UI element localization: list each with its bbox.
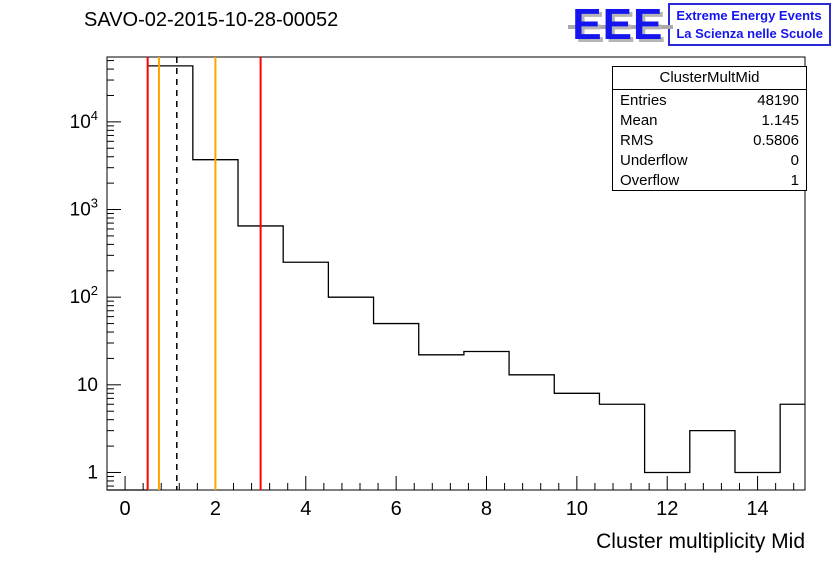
stats-box-title: ClusterMultMid <box>613 67 806 90</box>
stats-row-rms: RMS 0.5806 <box>613 130 806 150</box>
stats-value: 1 <box>790 172 799 189</box>
histogram-line <box>107 65 805 491</box>
eee-logo: EEE Extreme Energy Events La Scienza nel… <box>568 2 831 47</box>
x-axis-title: Cluster multiplicity Mid <box>596 530 805 553</box>
x-tick-label: 10 <box>566 498 588 520</box>
eee-logo-text: EEE <box>572 0 664 49</box>
x-tick-label: 4 <box>300 498 311 520</box>
plot-title: SAVO-02-2015-10-28-00052 <box>84 9 339 31</box>
plot-frame <box>106 56 806 491</box>
stats-label: RMS <box>620 132 654 149</box>
stats-value: 1.145 <box>761 112 799 129</box>
stats-row-overflow: Overflow 1 <box>613 170 806 190</box>
x-tick-label: 12 <box>656 498 678 520</box>
x-tick-label: 0 <box>120 498 131 520</box>
stats-label: Mean <box>620 112 658 129</box>
x-tick-label: 14 <box>746 498 768 520</box>
stats-value: 48190 <box>757 92 799 109</box>
stats-row-mean: Mean 1.145 <box>613 110 806 130</box>
stats-label: Overflow <box>620 172 680 189</box>
stats-label: Entries <box>620 92 667 109</box>
eee-logo-line1: Extreme Energy Events <box>676 8 822 23</box>
eee-logo-letters-wrap: EEE <box>568 2 674 46</box>
y-tick-label: 103 <box>70 196 98 221</box>
stats-value: 0.5806 <box>753 132 799 149</box>
eee-logo-stripe <box>568 24 674 29</box>
stats-value: 0 <box>790 152 799 169</box>
y-tick-label: 102 <box>70 283 98 308</box>
stats-label: Underflow <box>620 152 688 169</box>
y-tick-label: 10 <box>77 375 98 396</box>
y-tick-label: 1 <box>87 462 98 483</box>
y-axis: 1 10 102 103 104 <box>70 60 121 487</box>
y-tick-label: 104 <box>70 108 98 133</box>
eee-logo-line2: La Scienza nelle Scuole <box>676 25 823 41</box>
stats-row-entries: Entries 48190 <box>613 90 806 110</box>
x-tick-label: 6 <box>391 498 402 520</box>
stats-row-underflow: Underflow 0 <box>613 150 806 170</box>
eee-logo-caption-box: Extreme Energy Events La Scienza nelle S… <box>668 3 831 47</box>
x-tick-label: 8 <box>481 498 492 520</box>
x-tick-label: 2 <box>210 498 221 520</box>
x-axis: 0 2 4 6 8 10 12 14 <box>120 476 795 520</box>
stats-box: ClusterMultMid Entries 48190 Mean 1.145 … <box>612 66 807 191</box>
